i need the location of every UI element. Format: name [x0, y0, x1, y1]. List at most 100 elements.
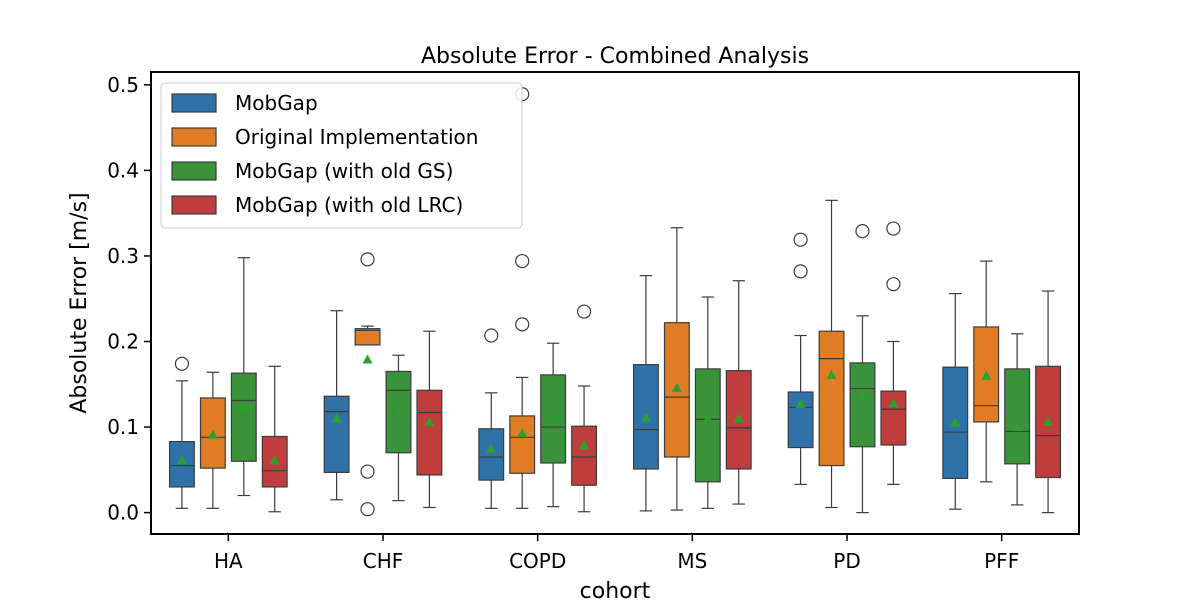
box [942, 366, 969, 479]
box-group [416, 330, 443, 509]
box [230, 372, 257, 462]
mean-marker [331, 413, 342, 423]
legend-label: MobGap (with old GS) [235, 159, 453, 183]
outlier-point [515, 317, 530, 332]
mean-marker [486, 443, 497, 453]
x-tick-label: PD [833, 549, 860, 573]
plot-area [168, 87, 1062, 517]
box [694, 368, 721, 483]
y-tick-label: 0.4 [107, 158, 139, 182]
x-tick-label: PFF [984, 549, 1019, 573]
legend-swatch [171, 161, 217, 181]
legend-label: Original Implementation [235, 125, 478, 149]
box-group [323, 310, 350, 501]
box [540, 374, 567, 464]
box-group [973, 260, 1000, 483]
outlier-point [360, 252, 375, 267]
x-axis-label: cohort [580, 579, 651, 600]
plot-frame [150, 71, 1080, 535]
x-tick-label: COPD [509, 549, 566, 573]
mean-marker [671, 382, 682, 392]
mean-marker [857, 391, 868, 401]
outlier-point [360, 502, 375, 517]
box-group [1035, 290, 1062, 514]
box-group [849, 224, 876, 514]
mean-marker [269, 455, 280, 465]
mean-marker [888, 398, 899, 408]
y-tick-label: 0.0 [107, 501, 139, 525]
box-group [509, 87, 536, 509]
mean-marker [517, 428, 528, 438]
legend-swatch [171, 195, 217, 215]
x-axis: HA CHF COPD MS PD PFF [214, 534, 1019, 573]
mean-marker [795, 398, 806, 408]
box-group [571, 304, 598, 513]
mean-marker [640, 412, 651, 422]
legend-swatch [171, 127, 217, 147]
mean-marker [424, 416, 435, 426]
mean-marker [238, 402, 249, 412]
box-group [818, 199, 845, 509]
outlier-point [855, 224, 870, 239]
mean-marker [702, 413, 713, 423]
y-tick-label: 0.3 [107, 244, 139, 268]
box-group [168, 356, 195, 509]
box-group [261, 365, 288, 513]
box-group [632, 275, 659, 512]
mean-marker [981, 370, 992, 380]
box-group [787, 232, 814, 485]
outlier-point [515, 253, 530, 269]
box [1004, 368, 1031, 465]
y-axis: 0.0 0.1 0.2 0.3 0.4 0.5 [107, 73, 151, 525]
box [509, 415, 536, 474]
box [416, 389, 443, 476]
mean-marker [733, 413, 744, 423]
mean-marker [579, 440, 590, 450]
legend: MobGap Original Implementation MobGap (wit… [160, 82, 523, 229]
box-group [1004, 333, 1031, 506]
outlier-point [793, 232, 808, 247]
x-tick-label: CHF [363, 549, 404, 573]
outlier-point [484, 328, 499, 343]
mean-marker [826, 369, 837, 379]
legend-swatch [171, 93, 217, 113]
mean-marker [393, 404, 404, 414]
box [849, 362, 876, 448]
x-tick-label: MS [677, 549, 707, 573]
mean-marker [1012, 422, 1023, 432]
x-tick-label: HA [214, 549, 243, 573]
mean-marker [548, 410, 559, 420]
outlier-point [360, 464, 375, 479]
legend-box [160, 82, 523, 229]
box-group [694, 296, 721, 509]
chart-title: Absolute Error - Combined Analysis [421, 44, 809, 69]
box-group [478, 328, 505, 509]
outlier-point [886, 221, 901, 236]
box [478, 428, 505, 481]
box-group [942, 292, 969, 510]
box-group [354, 252, 381, 517]
box-group [663, 227, 690, 511]
legend-label: MobGap [235, 91, 318, 115]
box-group [199, 371, 226, 509]
outlier-point [576, 304, 592, 319]
box-group [230, 257, 257, 497]
box [354, 328, 381, 346]
outlier-point [886, 277, 901, 292]
box [818, 330, 845, 467]
box-group [540, 342, 567, 508]
mean-marker [1043, 416, 1054, 426]
box [571, 425, 598, 486]
y-tick-label: 0.1 [107, 415, 139, 439]
mean-marker [950, 417, 961, 427]
outlier-point [174, 356, 190, 371]
mean-marker [176, 455, 187, 465]
y-tick-label: 0.2 [107, 330, 139, 354]
box [323, 395, 350, 474]
y-tick-label: 0.5 [107, 73, 139, 97]
box-group [725, 280, 752, 505]
mean-marker [362, 354, 373, 364]
outlier-point [793, 264, 808, 279]
legend-label: MobGap (with old LRC) [235, 193, 463, 217]
